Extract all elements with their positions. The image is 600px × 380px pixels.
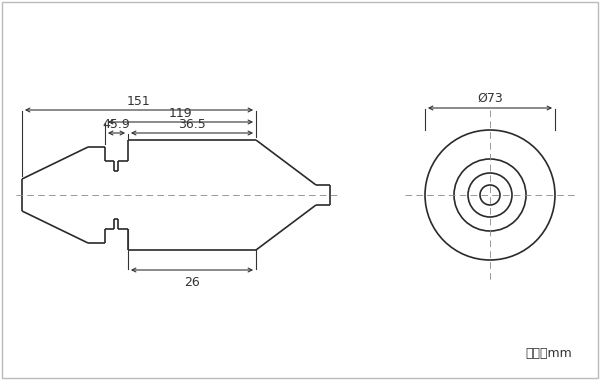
Text: 151: 151 — [127, 95, 151, 108]
Text: 119: 119 — [169, 107, 193, 120]
Text: 36.5: 36.5 — [178, 118, 206, 131]
Text: 45.9: 45.9 — [103, 118, 130, 131]
Text: 單位：mm: 單位：mm — [525, 347, 572, 360]
Text: Ø73: Ø73 — [477, 92, 503, 105]
Text: 26: 26 — [184, 276, 200, 289]
